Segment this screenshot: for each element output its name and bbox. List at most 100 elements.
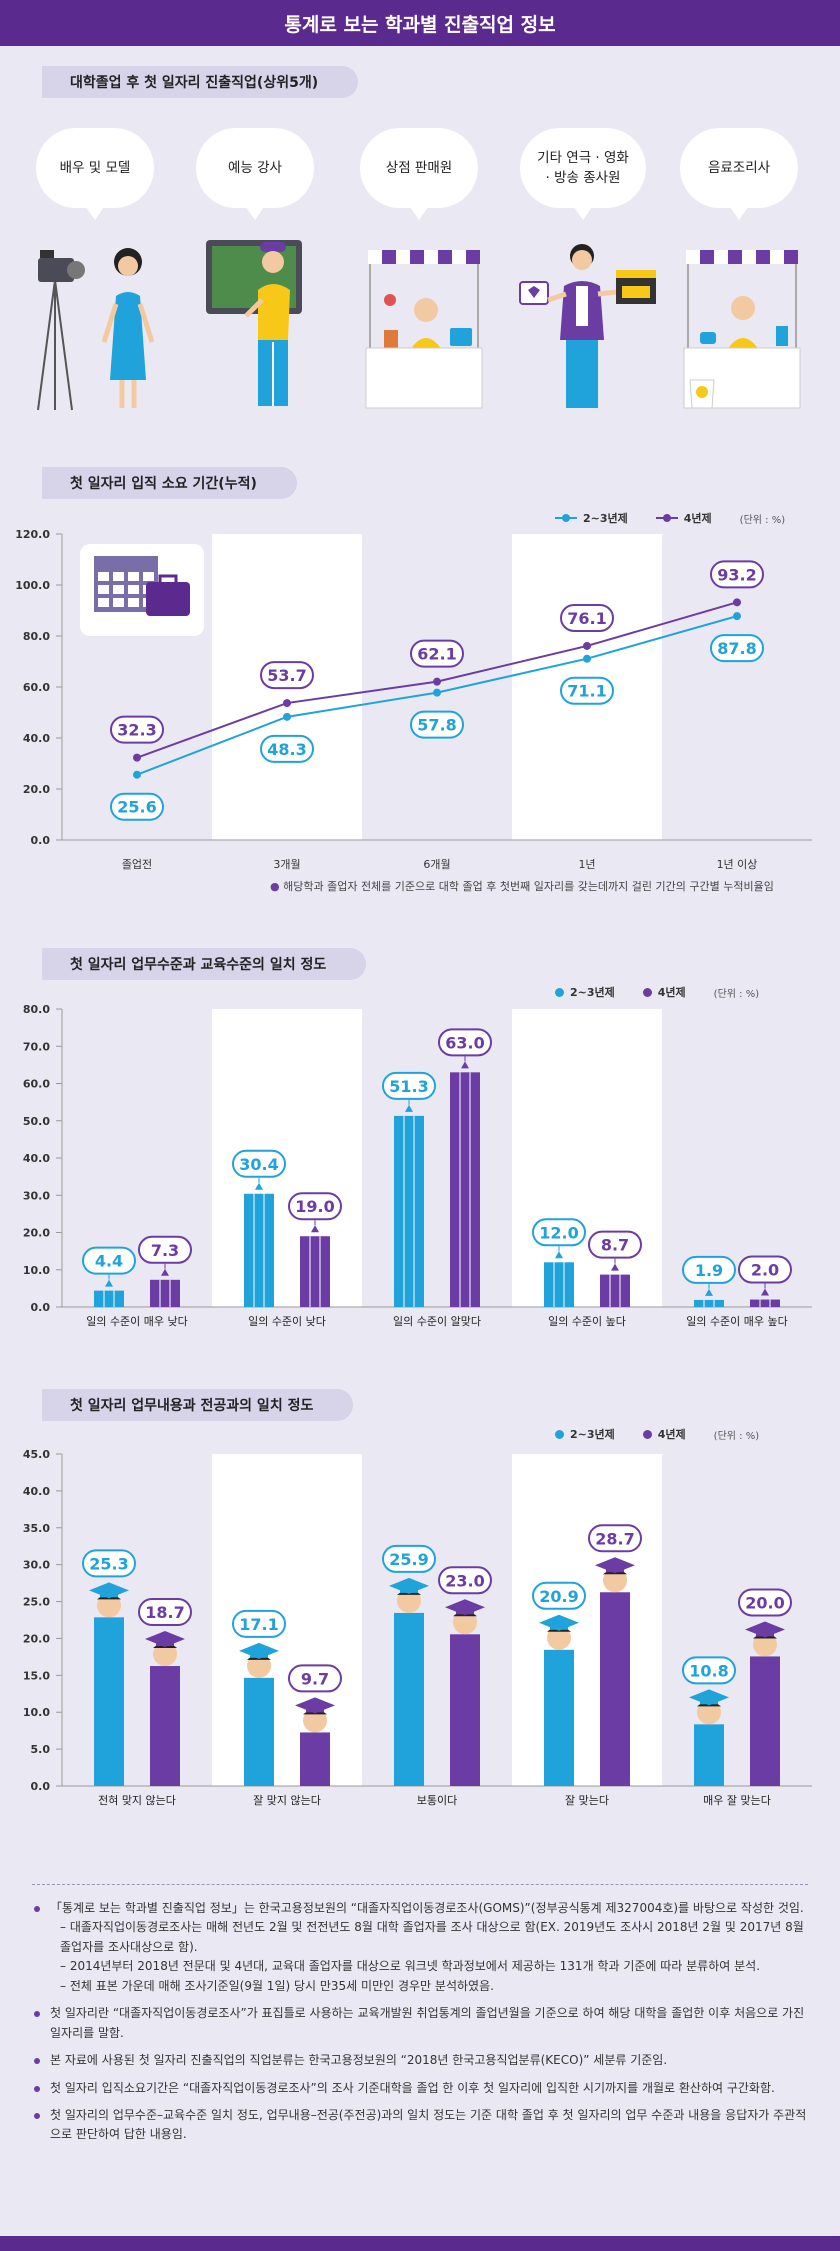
bar-pointer — [161, 1268, 169, 1276]
cap-base — [156, 1640, 174, 1647]
value-label-box — [738, 1255, 792, 1284]
graduation-cap-icon — [389, 1577, 429, 1594]
x-tick-label: 일의 수준이 매우 낮다 — [86, 1314, 188, 1328]
graduation-cap-icon — [595, 1557, 635, 1574]
cap-base — [100, 1591, 118, 1598]
bar — [300, 1236, 330, 1307]
value-label: 53.7 — [267, 666, 306, 685]
data-point — [133, 770, 141, 779]
barista-icon — [683, 250, 801, 409]
bar — [300, 1732, 330, 1786]
legend-item-s1: 2~3년제 — [555, 510, 628, 526]
graduation-cap-icon — [445, 1599, 485, 1616]
bar — [694, 1724, 724, 1786]
bottom-bar — [0, 2236, 840, 2251]
footer-item-2: 첫 일자리란 “대졸자직업이동경로조사”가 표집틀로 사용하는 교육개발원 취업… — [32, 2004, 808, 2043]
footer-text: 첫 일자리 입직소요기간은 “대졸자직업이동경로조사”의 조사 기준대학을 졸업… — [50, 2080, 775, 2095]
page-title: 통계로 보는 학과별 진출직업 정보 — [284, 13, 556, 36]
legend-major: 2~3년제 4년제 (단위 : %) — [555, 1426, 759, 1442]
cap-base — [756, 1630, 774, 1637]
value-label: 4.4 — [95, 1252, 123, 1271]
bar-head — [603, 1568, 627, 1593]
bar-head — [453, 1610, 477, 1635]
cap-base — [306, 1706, 324, 1713]
value-label: 18.7 — [145, 1603, 184, 1622]
value-label: 17.1 — [239, 1615, 278, 1634]
graduation-cap-icon — [239, 1642, 279, 1659]
value-label: 30.4 — [239, 1155, 278, 1174]
bar-head — [97, 1593, 121, 1618]
value-label: 19.0 — [295, 1197, 334, 1216]
value-label: 57.8 — [417, 716, 456, 735]
value-label: 28.7 — [595, 1529, 634, 1548]
job-illustrations — [37, 240, 801, 411]
graduation-cap-icon — [145, 1631, 185, 1648]
column-band — [662, 1009, 812, 1307]
y-tick-label: 20.0 — [23, 1632, 50, 1645]
column-band — [512, 1454, 662, 1786]
value-label: 87.8 — [717, 639, 756, 658]
y-tick-label: 100.0 — [15, 579, 50, 592]
value-label: 9.7 — [301, 1669, 329, 1688]
value-label: 51.3 — [389, 1077, 428, 1096]
value-label-box — [532, 1218, 586, 1247]
legend-level: 2~3년제 4년제 (단위 : %) — [555, 984, 759, 1000]
value-label-box — [438, 1028, 492, 1057]
y-tick-label: 15.0 — [23, 1669, 50, 1682]
x-tick-label: 1년 — [578, 858, 595, 871]
value-label-box — [82, 1246, 136, 1275]
value-label: 8.7 — [601, 1236, 629, 1255]
value-label-box — [410, 710, 464, 739]
data-point — [583, 641, 591, 650]
data-point — [133, 753, 141, 762]
data-point — [283, 699, 291, 708]
bar-pointer — [461, 1061, 469, 1069]
y-tick-label: 30.0 — [23, 1189, 50, 1202]
bar-chart-level-match: 0.0 10.0 20.0 30.0 40.0 50.0 60.0 70.0 80.0 일의 수준… — [23, 1003, 812, 1328]
value-label: 1.9 — [695, 1261, 723, 1280]
x-tick-label: 일의 수준이 알맞다 — [393, 1314, 481, 1328]
calendar-briefcase-icon — [80, 544, 204, 636]
bar-pointer — [761, 1288, 769, 1296]
bar-head — [753, 1632, 777, 1657]
value-label-box — [588, 1524, 642, 1553]
value-label-box — [410, 639, 464, 668]
bar-pointer — [705, 1288, 713, 1296]
bar — [150, 1279, 180, 1307]
value-label-box — [232, 1609, 286, 1638]
y-tick-label: 45.0 — [23, 1448, 50, 1461]
broadcast-worker-icon — [519, 244, 656, 408]
job-label-2: 예능 강사 — [196, 128, 314, 220]
column-band — [512, 1009, 662, 1307]
bar — [600, 1592, 630, 1786]
value-label: 25.3 — [89, 1554, 128, 1573]
y-tick-label: 60.0 — [23, 1078, 50, 1091]
cap-base — [606, 1566, 624, 1573]
footer-item-3: 본 자료에 사용된 첫 일자리 진출직업의 직업분류는 한국고용정보원의 “20… — [32, 2051, 808, 2070]
bar — [244, 1677, 274, 1786]
data-point — [433, 677, 441, 686]
cap-base — [250, 1651, 268, 1658]
value-label-box — [232, 1149, 286, 1178]
bar-pointer — [255, 1182, 263, 1190]
bar-pointer — [555, 1251, 563, 1259]
x-tick-label: 6개월 — [423, 858, 450, 871]
y-tick-label: 40.0 — [23, 1152, 50, 1165]
y-tick-label: 40.0 — [23, 1485, 50, 1498]
y-tick-label: 35.0 — [23, 1522, 50, 1535]
y-tick-label: 40.0 — [23, 732, 50, 745]
y-tick-label: 25.0 — [23, 1596, 50, 1609]
footer-subtext: – 전체 표본 가운데 매해 조사기준일(9월 1일) 당시 만35세 미만인 … — [60, 1978, 494, 1993]
y-tick-label: 80.0 — [23, 1003, 50, 1016]
column-band — [362, 1009, 512, 1307]
bar — [244, 1193, 274, 1307]
data-point — [733, 612, 741, 621]
value-label-box — [260, 734, 314, 763]
bar — [750, 1656, 780, 1786]
value-label-box — [110, 792, 164, 821]
job-label-4: 기타 연극 · 영화 · 방송 종사원 — [520, 128, 646, 220]
value-label-box — [288, 1664, 342, 1693]
footer-notes: 「통계로 보는 학과별 진출직업 정보」는 한국고용정보원의 “대졸자직업이동경… — [32, 1884, 808, 2153]
graduation-cap-icon — [539, 1614, 579, 1631]
value-label: 62.1 — [417, 645, 456, 664]
